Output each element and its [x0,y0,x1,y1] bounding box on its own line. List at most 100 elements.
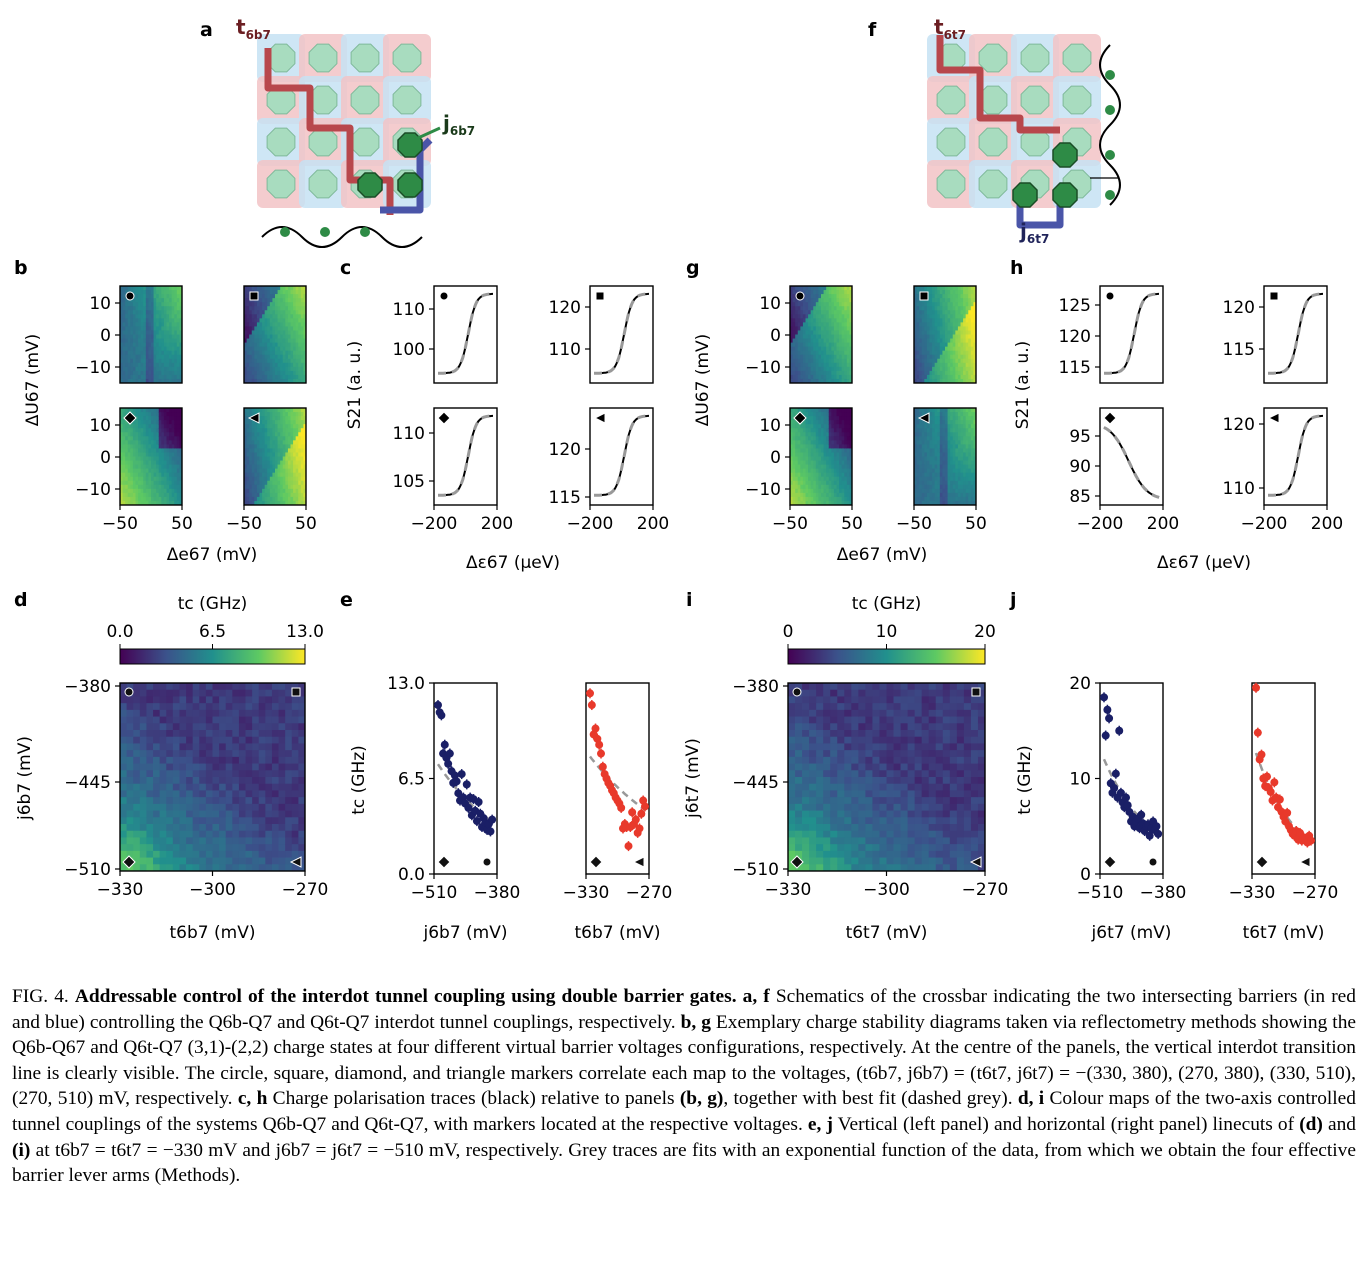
map-pixel [163,412,167,417]
map-pixel [156,306,160,311]
map-pixel [919,448,923,453]
map-pixel [813,448,817,453]
map-pixel [132,420,136,425]
map-pixel [287,334,291,340]
map-pixel [828,314,832,319]
map-pixel [161,354,165,360]
map-pixel [148,302,152,307]
map-pixel [849,424,853,429]
map-pixel [965,338,969,344]
map-pixel [821,436,825,441]
tc-pixel [166,736,174,744]
map-pixel [264,408,268,413]
tc-pixel [126,817,134,825]
map-pixel [287,370,291,376]
map-pixel [973,464,977,470]
map-pixel [955,310,959,315]
map-pixel [161,314,165,319]
map-pixel [254,314,258,319]
map-pixel [802,318,806,323]
map-pixel [166,290,170,295]
map-pixel [143,358,147,364]
tc-pixel [159,864,167,872]
map-pixel [138,412,142,417]
map-pixel [800,432,804,437]
tc-pixel [159,824,167,832]
map-pixel [293,338,297,344]
map-pixel [303,416,307,421]
map-pixel [833,484,837,490]
map-pixel [145,350,149,356]
map-pixel [264,362,268,368]
tc-pixel [159,756,167,764]
map-pixel [926,484,930,490]
map-pixel [839,306,843,311]
map-pixel [290,480,294,486]
map-pixel [828,496,832,502]
map-pixel [833,302,837,307]
map-pixel [300,358,304,364]
map-pixel [828,464,832,470]
map-pixel [143,492,147,498]
map-pixel [151,330,155,335]
map-pixel [844,500,848,506]
tc-pixel [166,743,174,751]
map-pixel [298,496,302,502]
map-pixel [174,480,178,486]
map-pixel [926,468,930,474]
map-pixel [968,358,972,364]
map-pixel [153,448,157,453]
map-pixel [828,302,832,307]
map-pixel [963,412,967,417]
map-pixel [171,358,175,364]
map-pixel [952,480,956,486]
map-pixel [973,440,977,445]
map-pixel [145,290,149,295]
map-pixel [939,286,943,291]
map-pixel [287,460,291,466]
map-pixel [952,484,956,490]
map-pixel [821,346,825,352]
map-pixel [805,350,809,356]
map-pixel [166,436,170,441]
map-pixel [280,500,284,506]
map-pixel [166,460,170,466]
tc-pixel [153,857,161,865]
map-pixel [174,338,178,344]
map-pixel [153,492,157,498]
map-pixel [303,310,307,315]
tc-pixel [120,810,128,818]
map-pixel [256,448,260,453]
map-pixel [841,452,845,457]
map-pixel [968,318,972,323]
map-pixel [836,480,840,486]
map-pixel [802,432,806,437]
map-pixel [256,464,260,470]
map-pixel [293,354,297,360]
map-pixel [957,354,961,360]
map-pixel [839,302,843,307]
map-pixel [161,416,165,421]
map-pixel [937,374,941,380]
map-pixel [929,436,933,441]
map-pixel [277,424,281,429]
map-pixel [176,412,180,417]
map-pixel [264,436,268,441]
map-pixel [132,480,136,486]
map-pixel [267,488,271,494]
map-pixel [140,294,144,299]
map-pixel [919,488,923,494]
map-pixel [950,436,954,441]
map-pixel [839,330,843,335]
map-pixel [818,408,822,413]
map-pixel [914,370,918,376]
map-pixel [127,322,131,327]
map-pixel [251,334,255,340]
map-pixel [285,416,289,421]
map-pixel [135,334,139,340]
map-pixel [269,342,273,348]
map-pixel [145,326,149,331]
map-pixel [179,374,183,380]
map-pixel [823,420,827,425]
map-pixel [269,330,273,335]
